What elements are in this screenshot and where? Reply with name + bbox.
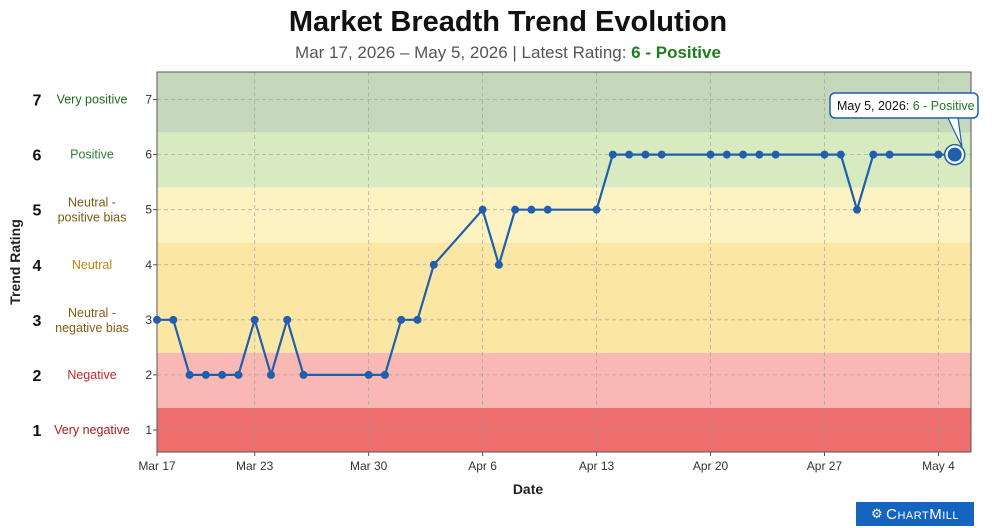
data-point bbox=[869, 150, 878, 159]
data-point bbox=[218, 370, 227, 379]
rating-number: 3 bbox=[33, 313, 42, 330]
latest-point bbox=[947, 147, 962, 162]
x-tick-labels: Mar 17 Mar 23 Mar 30 Apr 6 Apr 13 Apr 20 Apr 2… bbox=[138, 452, 955, 473]
data-point bbox=[250, 315, 259, 324]
rating-band bbox=[157, 242, 971, 353]
rating-labels: 7 Very positive 6 Positive 5 Neutral -positiv… bbox=[33, 93, 130, 440]
data-points bbox=[153, 143, 966, 379]
subtitle-date-range: Mar 17, 2026 – May 5, 2026 bbox=[295, 43, 508, 62]
data-point bbox=[299, 370, 308, 379]
data-point bbox=[625, 150, 634, 159]
plot-frame bbox=[156, 71, 972, 453]
data-point bbox=[397, 315, 406, 324]
tooltip-value: 6 - Positive bbox=[913, 99, 975, 113]
data-point bbox=[201, 370, 210, 379]
rating-number: 1 bbox=[33, 423, 42, 440]
y-tick-label: 2 bbox=[145, 368, 152, 382]
gears-icon: ⚙ bbox=[870, 506, 884, 521]
data-point bbox=[820, 150, 829, 159]
data-point bbox=[511, 205, 520, 214]
data-point bbox=[283, 315, 292, 324]
rating-number: 7 bbox=[33, 93, 42, 110]
data-point bbox=[429, 260, 438, 269]
data-point bbox=[722, 150, 731, 159]
rating-number: 6 bbox=[33, 148, 42, 165]
rating-band bbox=[157, 132, 971, 188]
rating-band bbox=[157, 352, 971, 408]
x-tick-label: Mar 17 bbox=[138, 459, 176, 473]
rating-label: Neutral -positive bias bbox=[58, 196, 127, 225]
data-point bbox=[266, 370, 275, 379]
rating-label: Neutral -negative bias bbox=[55, 306, 129, 335]
data-point bbox=[494, 260, 503, 269]
y-tick-labels: 1 2 3 4 5 6 7 bbox=[145, 93, 157, 437]
x-tick-label: Mar 23 bbox=[236, 459, 274, 473]
logo-text: ChartMill bbox=[886, 505, 960, 523]
rating-label: Positive bbox=[70, 148, 114, 162]
y-tick-label: 6 bbox=[145, 148, 152, 162]
data-point bbox=[853, 205, 862, 214]
svg-text:May 5, 2026: 6 - Positive: May 5, 2026: 6 - Positive bbox=[837, 99, 975, 113]
data-point bbox=[169, 315, 178, 324]
subtitle-latest-rating: 6 - Positive bbox=[631, 43, 721, 62]
data-point bbox=[527, 205, 536, 214]
y-tick-label: 4 bbox=[145, 258, 152, 272]
chartmill-logo[interactable]: ⚙ ChartMill bbox=[856, 502, 974, 526]
rating-band bbox=[157, 187, 971, 243]
x-tick-label: Apr 27 bbox=[807, 459, 843, 473]
data-point bbox=[755, 150, 764, 159]
data-point bbox=[771, 150, 780, 159]
rating-label: Neutral bbox=[72, 258, 112, 272]
y-tick-label: 5 bbox=[145, 203, 152, 217]
x-tick-label: Apr 20 bbox=[693, 459, 729, 473]
x-axis-label: Date bbox=[513, 481, 544, 497]
chart-subtitle: Mar 17, 2026 – May 5, 2026 | Latest Rati… bbox=[0, 43, 1000, 63]
data-point bbox=[413, 315, 422, 324]
data-point bbox=[380, 370, 389, 379]
x-tick-label: May 4 bbox=[922, 459, 955, 473]
x-tick-label: Apr 13 bbox=[579, 459, 615, 473]
latest-value-tooltip: May 5, 2026: 6 - Positive bbox=[829, 92, 979, 148]
data-point bbox=[934, 150, 943, 159]
data-point bbox=[592, 205, 601, 214]
rating-label: Very negative bbox=[54, 423, 130, 437]
data-point bbox=[641, 150, 650, 159]
data-point bbox=[836, 150, 845, 159]
x-tick-label: Mar 30 bbox=[350, 459, 388, 473]
y-axis-label: Trend Rating bbox=[7, 219, 23, 305]
data-point bbox=[364, 370, 373, 379]
data-point bbox=[543, 205, 552, 214]
rating-bands bbox=[157, 72, 971, 452]
rating-number: 4 bbox=[33, 258, 42, 275]
rating-label: Negative bbox=[67, 368, 116, 382]
tooltip-date: May 5, 2026: bbox=[837, 99, 913, 113]
data-point bbox=[185, 370, 194, 379]
y-tick-label: 7 bbox=[145, 93, 152, 107]
rating-number: 2 bbox=[33, 368, 42, 385]
chart-title: Market Breadth Trend Evolution bbox=[288, 6, 728, 38]
data-point bbox=[706, 150, 715, 159]
subtitle-separator: | Latest Rating: bbox=[507, 43, 632, 62]
data-point bbox=[608, 150, 617, 159]
data-point bbox=[657, 150, 666, 159]
data-point bbox=[153, 315, 161, 324]
data-point bbox=[478, 205, 487, 214]
rating-label: Very positive bbox=[57, 93, 128, 107]
y-tick-label: 3 bbox=[145, 313, 152, 327]
data-point bbox=[885, 150, 894, 159]
x-tick-label: Apr 6 bbox=[468, 459, 497, 473]
data-point bbox=[234, 370, 243, 379]
rating-number: 5 bbox=[33, 203, 42, 220]
y-tick-label: 1 bbox=[145, 423, 152, 437]
data-point bbox=[739, 150, 748, 159]
